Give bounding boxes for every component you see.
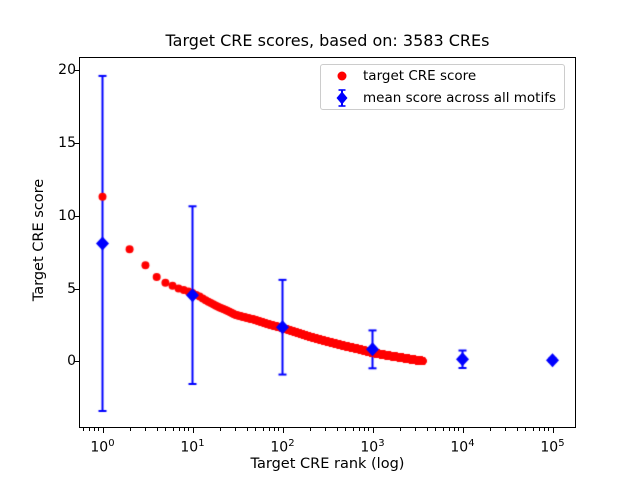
x-minor-tick-mark xyxy=(448,428,450,431)
x-minor-tick-mark xyxy=(309,428,311,431)
legend-label: target CRE score xyxy=(363,68,477,84)
x-minor-tick-mark xyxy=(219,428,221,431)
legend: target CRE score mean score across all m… xyxy=(320,64,565,110)
red-circle-icon xyxy=(321,66,363,86)
x-minor-tick-mark xyxy=(548,428,550,431)
x-minor-tick-mark xyxy=(188,428,190,431)
x-tick-label: 101 xyxy=(180,438,205,456)
x-minor-tick-mark xyxy=(358,428,360,431)
x-minor-tick-mark xyxy=(156,428,158,431)
x-minor-tick-mark xyxy=(98,428,100,431)
x-minor-tick-mark xyxy=(516,428,518,431)
plot-spines xyxy=(79,57,576,428)
x-minor-tick-mark xyxy=(525,428,527,431)
x-minor-tick-mark xyxy=(262,428,264,431)
x-tick-label: 100 xyxy=(90,438,115,456)
x-minor-tick-mark xyxy=(543,428,545,431)
x-tick-mark xyxy=(372,428,374,433)
x-minor-tick-mark xyxy=(415,428,417,431)
x-minor-tick-mark xyxy=(273,428,275,431)
y-tick-label: 0 xyxy=(67,353,76,370)
x-tick-label: 102 xyxy=(270,438,295,456)
x-minor-tick-mark xyxy=(336,428,338,431)
y-tick-mark xyxy=(74,70,79,72)
x-minor-tick-mark xyxy=(129,428,131,431)
y-tick-mark xyxy=(74,361,79,363)
x-minor-tick-mark xyxy=(278,428,280,431)
plot-canvas xyxy=(80,58,575,427)
x-minor-tick-mark xyxy=(93,428,95,431)
blue-diamond-errorbar-icon xyxy=(321,87,363,109)
x-minor-tick-mark xyxy=(352,428,354,431)
x-minor-tick-mark xyxy=(368,428,370,431)
x-minor-tick-mark xyxy=(145,428,147,431)
x-minor-tick-mark xyxy=(178,428,180,431)
y-tick-label: 20 xyxy=(58,62,76,79)
x-minor-tick-mark xyxy=(325,428,327,431)
y-tick-label: 10 xyxy=(58,207,76,224)
x-minor-tick-mark xyxy=(426,428,428,431)
x-minor-tick-mark xyxy=(255,428,257,431)
x-tick-label: 104 xyxy=(450,438,475,456)
x-minor-tick-mark xyxy=(505,428,507,431)
x-minor-tick-mark xyxy=(172,428,174,431)
x-minor-tick-mark xyxy=(88,428,90,431)
y-tick-mark xyxy=(74,288,79,290)
x-minor-tick-mark xyxy=(435,428,437,431)
x-minor-tick-mark xyxy=(399,428,401,431)
x-minor-tick-mark xyxy=(538,428,540,431)
x-minor-tick-mark xyxy=(532,428,534,431)
x-minor-tick-mark xyxy=(82,428,84,431)
x-minor-tick-mark xyxy=(268,428,270,431)
x-tick-mark xyxy=(462,428,464,433)
x-minor-tick-mark xyxy=(345,428,347,431)
y-tick-label: 5 xyxy=(67,280,76,297)
x-minor-tick-mark xyxy=(246,428,248,431)
x-tick-mark xyxy=(102,428,104,433)
x-tick-label: 105 xyxy=(540,438,565,456)
x-minor-tick-mark xyxy=(235,428,237,431)
x-minor-tick-mark xyxy=(165,428,167,431)
x-minor-tick-mark xyxy=(363,428,365,431)
y-axis-label: Target CRE score xyxy=(31,178,47,302)
x-tick-mark xyxy=(192,428,194,433)
y-tick-mark xyxy=(74,142,79,144)
x-tick-mark xyxy=(282,428,284,433)
x-tick-label: 103 xyxy=(360,438,385,456)
x-minor-tick-mark xyxy=(458,428,460,431)
plot-title: Target CRE scores, based on: 3583 CREs xyxy=(165,31,490,50)
x-minor-tick-mark xyxy=(453,428,455,431)
x-minor-tick-mark xyxy=(489,428,491,431)
x-minor-tick-mark xyxy=(442,428,444,431)
legend-item-target-score: target CRE score xyxy=(321,65,564,87)
x-axis-label: Target CRE rank (log) xyxy=(250,456,405,472)
y-tick-mark xyxy=(74,215,79,217)
legend-item-mean-score: mean score across all motifs xyxy=(321,87,564,109)
legend-label: mean score across all motifs xyxy=(363,90,557,106)
y-tick-label: 15 xyxy=(58,134,76,151)
x-tick-mark xyxy=(552,428,554,433)
x-minor-tick-mark xyxy=(183,428,185,431)
